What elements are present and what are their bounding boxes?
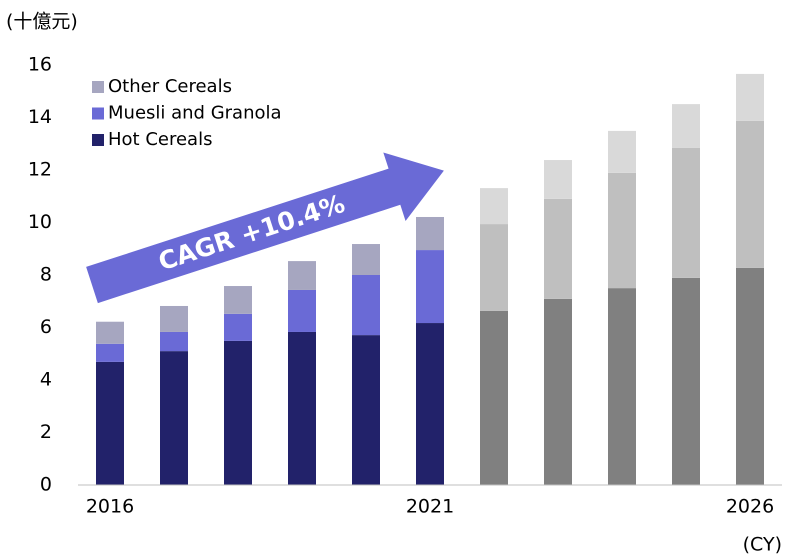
bar-segment	[352, 275, 380, 336]
bar-segment	[608, 288, 636, 485]
bar-segment	[288, 261, 316, 290]
bar-segment	[352, 335, 380, 485]
bar-segment	[224, 286, 252, 314]
bar-segment	[544, 198, 572, 299]
bar-segment	[96, 321, 124, 344]
y-tick-label: 8	[40, 264, 52, 286]
bar-segment	[736, 267, 764, 485]
bar-segment	[736, 73, 764, 121]
arrow-shape	[86, 152, 444, 304]
bar-segment	[480, 224, 508, 311]
bar-segment	[480, 188, 508, 225]
bar-segment	[544, 160, 572, 199]
bar-segment	[416, 323, 444, 485]
legend-label: Other Cereals	[108, 76, 232, 97]
y-tick-label: 12	[28, 159, 52, 181]
bar-segment	[672, 277, 700, 485]
legend-label: Muesli and Granola	[108, 103, 282, 124]
bar-segment	[160, 331, 188, 352]
bar-segment	[96, 343, 124, 362]
bar-segment	[288, 289, 316, 332]
legend-label: Hot Cereals	[108, 129, 212, 150]
bar-segment	[224, 340, 252, 485]
legend-swatch	[92, 81, 104, 93]
bar-segment	[224, 313, 252, 341]
legend-swatch	[92, 107, 104, 120]
bar-segment	[672, 147, 700, 278]
bar-segment	[608, 130, 636, 173]
y-tick-label: 16	[28, 54, 52, 76]
legend-background	[86, 74, 314, 156]
bar-segment	[672, 104, 700, 148]
legend-swatch	[92, 134, 104, 146]
y-tick-label: 2	[40, 421, 52, 443]
x-tick-label: 2016	[86, 496, 134, 518]
bar-segment	[544, 298, 572, 485]
bar-segment	[416, 216, 444, 251]
x-tick-label: 2026	[726, 496, 774, 518]
x-tick-label: 2021	[406, 496, 454, 518]
y-tick-label: 10	[28, 211, 52, 233]
annotation: CAGR +10.4%	[155, 189, 348, 276]
y-tick-label: 0	[40, 474, 52, 496]
bar-segment	[288, 331, 316, 485]
bar-segment	[736, 120, 764, 268]
bar-segment	[160, 305, 188, 332]
bar-segment	[96, 361, 124, 485]
y-tick-label: 6	[40, 316, 52, 338]
unit-label: (十億元)	[6, 11, 78, 33]
bar-segment	[352, 244, 380, 275]
bar-segment	[416, 250, 444, 324]
y-tick-label: 14	[28, 106, 52, 128]
bar-segment	[160, 351, 188, 485]
cagr-arrow: CAGR +10.4%	[86, 152, 444, 304]
y-tick-label: 4	[40, 369, 52, 391]
bar-segment	[480, 310, 508, 485]
bar-segment	[608, 172, 636, 289]
x-unit-label: (CY)	[743, 534, 782, 556]
